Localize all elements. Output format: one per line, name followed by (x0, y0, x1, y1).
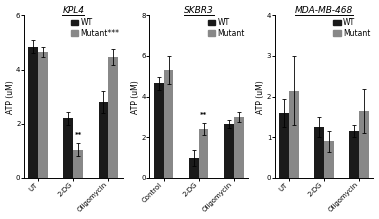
Bar (324, 141, 334, 178)
Title: MDA-MB-468: MDA-MB-468 (295, 5, 353, 14)
Bar (279, 113, 289, 178)
Title: KPL4: KPL4 (62, 5, 84, 14)
Legend: WT, Mutant: WT, Mutant (332, 17, 372, 39)
Bar (108, 57, 118, 178)
Bar (73, 150, 83, 178)
Bar (28, 46, 38, 178)
Bar (199, 129, 208, 178)
Legend: WT, Mutant***: WT, Mutant*** (69, 17, 121, 39)
Text: **: ** (75, 132, 82, 138)
Bar (349, 131, 359, 178)
Bar (99, 102, 108, 178)
Bar (289, 90, 299, 178)
Bar (63, 118, 73, 178)
Title: SKBR3: SKBR3 (184, 5, 213, 14)
Bar (189, 158, 199, 178)
Bar (154, 83, 164, 178)
Bar (359, 111, 369, 178)
Legend: WT, Mutant: WT, Mutant (206, 17, 246, 39)
Text: **: ** (200, 112, 207, 118)
Bar (224, 124, 234, 178)
Bar (234, 117, 244, 178)
Y-axis label: ATP (uM): ATP (uM) (256, 80, 265, 113)
Y-axis label: ATP (uM): ATP (uM) (6, 80, 14, 113)
Bar (314, 127, 324, 178)
Bar (164, 70, 174, 178)
Bar (38, 52, 48, 178)
Y-axis label: ATP (uM): ATP (uM) (131, 80, 140, 113)
